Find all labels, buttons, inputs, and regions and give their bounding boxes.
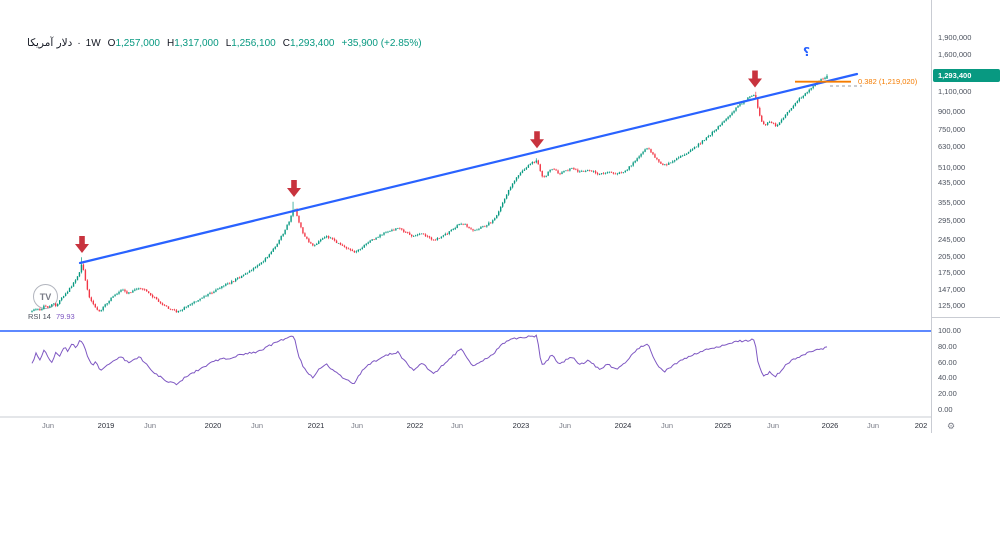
rsi-axis-label: 0.00 [938, 405, 953, 414]
time-axis-label: Jun [350, 421, 364, 430]
price-axis-label: 750,000 [938, 124, 966, 134]
time-axis-label: 2025 [714, 421, 732, 430]
fib-level-label: 0.382 (1,219,020) [858, 76, 918, 86]
rsi-line[interactable] [31, 334, 828, 386]
symbol-name[interactable]: دلار آمریکا [27, 37, 73, 49]
time-axis-label: 2023 [512, 421, 530, 430]
time-axis-label: 2019 [97, 421, 115, 430]
price-axis-label: 510,000 [938, 162, 966, 172]
time-axis-label: Jun [250, 421, 264, 430]
high-key: H [166, 38, 175, 49]
close-key: C [282, 38, 290, 49]
time-axis-label: Jun [41, 421, 55, 430]
time-axis-label: Jun [450, 421, 464, 430]
time-axis-label: 2024 [614, 421, 632, 430]
rsi-axis-label: 60.00 [938, 357, 957, 367]
time-axis-label: Jun [143, 421, 157, 430]
rsi-axis-label: 40.00 [938, 373, 957, 383]
time-axis-label: Jun [866, 421, 880, 430]
rsi-axis-label: 80.00 [938, 341, 957, 351]
price-axis-label: 630,000 [938, 141, 966, 151]
current-price-label: 1,293,400 [933, 69, 1000, 83]
price-axis-label: 175,000 [938, 267, 966, 277]
down-arrow-marker[interactable] [287, 180, 302, 198]
rsi-legend: RSI 14 79.93 [28, 312, 75, 321]
price-axis-label: 147,000 [938, 285, 966, 295]
high-value: 1,317,000 [174, 38, 219, 49]
time-axis-label: 2021 [307, 421, 325, 430]
down-arrow-marker[interactable] [75, 236, 89, 254]
question-mark-annotation[interactable]: ؟ [803, 45, 810, 59]
price-axis-label: 245,000 [938, 234, 966, 244]
price-axis[interactable]: 1,900,000 1,600,000 1,100,000 900,000 750,00… [932, 0, 1000, 433]
low-value: 1,256,100 [231, 38, 276, 49]
price-axis-label: 1,900,000 [938, 33, 972, 42]
price-axis-label: 205,000 [938, 252, 966, 262]
open-value: 1,257,000 [115, 38, 160, 49]
trend-line[interactable] [78, 72, 859, 265]
time-axis-label: 2026 [821, 421, 839, 430]
rsi-axis[interactable]: 100.00 80.00 60.00 40.00 20.00 0.00 [932, 0, 1000, 433]
rsi-axis-label: 100.00 [938, 326, 961, 335]
low-key: L [225, 38, 232, 49]
rsi-indicator-label[interactable]: RSI 14 [28, 312, 51, 321]
time-axis[interactable]: Jun 2019 Jun 2020 Jun 2021 Jun 2022 Jun 2023 Jun 20… [0, 417, 932, 433]
time-axis-label: Jun [660, 421, 674, 430]
price-axis-label: 1,100,000 [938, 86, 972, 96]
brand-logo: Learning CHARISMA [0, 445, 300, 515]
time-axis-label: Jun [558, 421, 572, 430]
header-separator: · [77, 38, 81, 49]
watermark-text: TV [39, 291, 52, 302]
symbol-header: دلار آمریکا · 1W O1,257,000 H1,317,000 L… [27, 37, 422, 49]
price-axis-label: 295,000 [938, 216, 966, 226]
open-key: O [107, 38, 116, 49]
time-axis-label: 2022 [406, 421, 424, 430]
price-axis-label: 900,000 [938, 106, 966, 116]
time-axis-label: Jun [766, 421, 780, 430]
close-value: 1,293,400 [289, 38, 335, 49]
price-axis-label: 125,000 [938, 301, 966, 310]
rsi-value: 79.93 [55, 312, 75, 321]
down-arrow-marker[interactable] [748, 70, 762, 88]
axis-settings-gear-icon[interactable]: ⚙ [947, 421, 956, 431]
rsi-axis-label: 20.00 [938, 389, 957, 399]
price-axis-label: 355,000 [938, 198, 966, 208]
price-axis-label: 435,000 [938, 178, 966, 188]
time-axis-label: 2020 [204, 421, 222, 430]
down-arrow-marker[interactable] [530, 131, 544, 149]
price-axis-label: 1,600,000 [938, 49, 972, 59]
change-value: +35,900 (+2.85%) [341, 38, 422, 49]
time-axis-label: 202 [914, 421, 928, 430]
timeframe-label[interactable]: 1W [85, 38, 101, 49]
